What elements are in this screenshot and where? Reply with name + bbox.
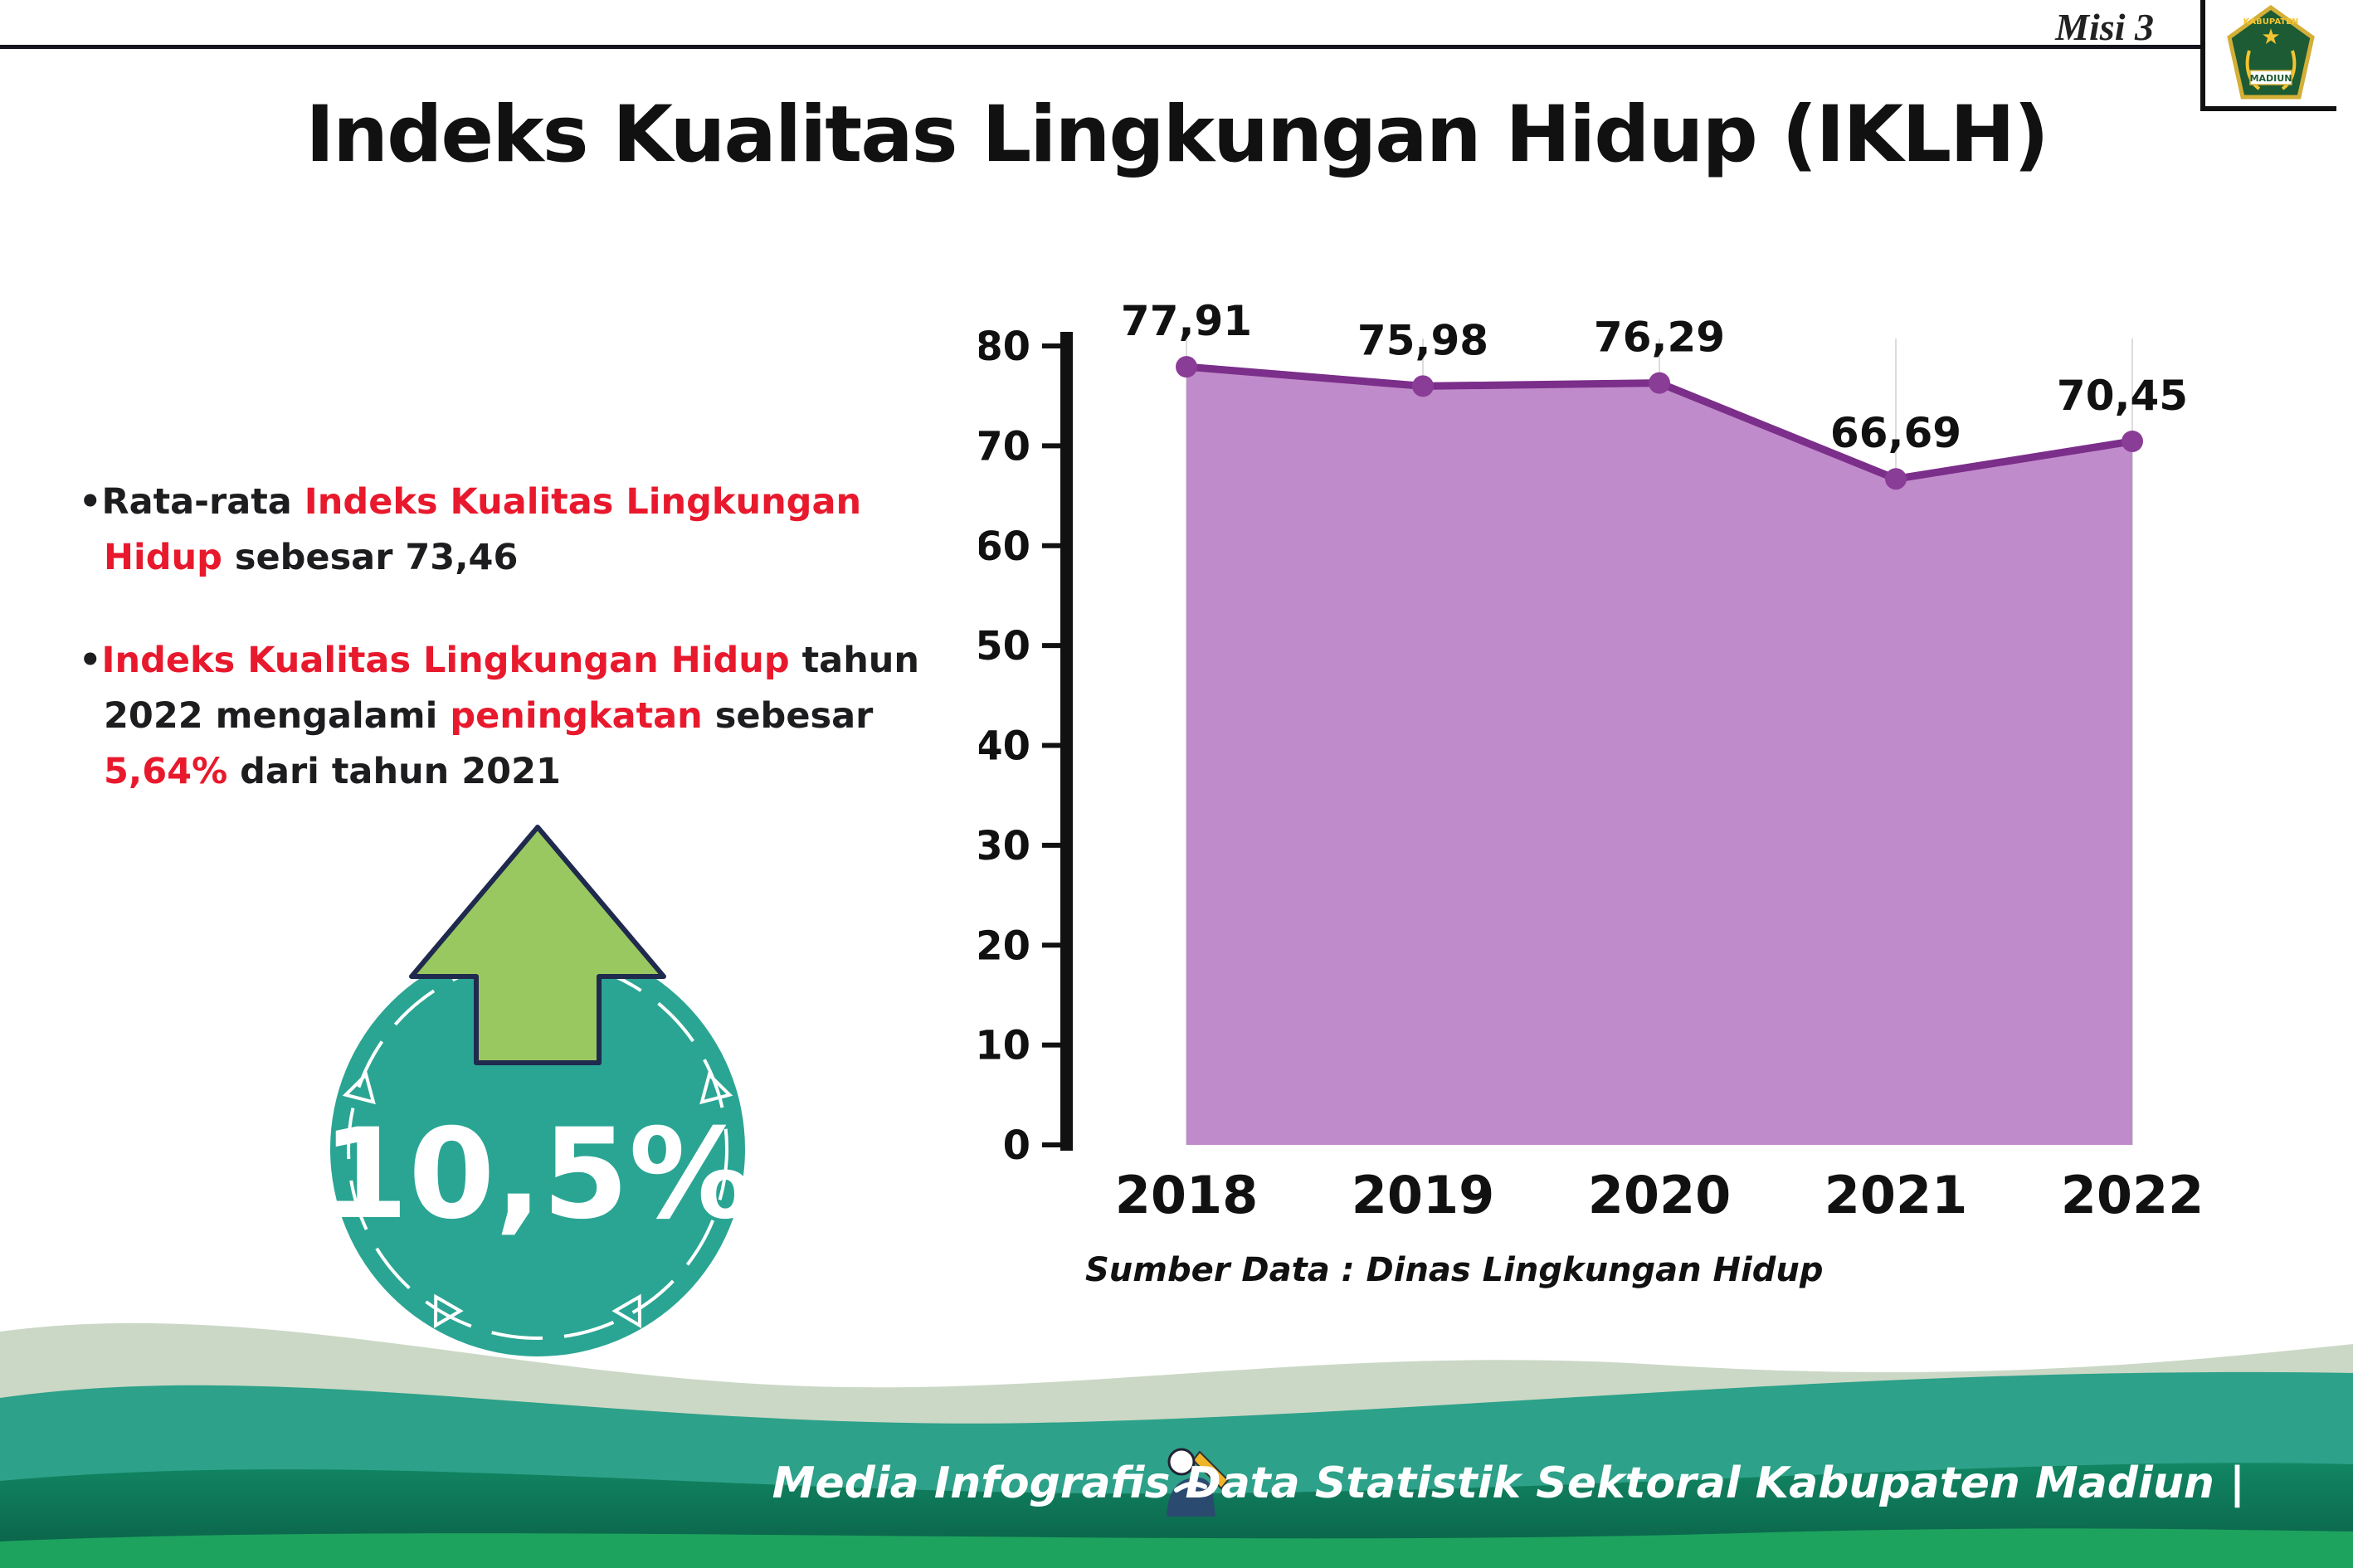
text-segment: sebesar bbox=[702, 694, 874, 737]
logo-frame: KABUPATEN ★ MADIUN bbox=[2200, 0, 2336, 111]
bullet-average: •Rata-rata Indeks Kualitas Lingkungan Hi… bbox=[79, 475, 967, 585]
svg-text:2019: 2019 bbox=[1352, 1165, 1495, 1225]
iklh-chart-svg: 0 10 20 30 40 50 60 70 80 77,91 75,98 76,29 66,69 70,… bbox=[979, 297, 2204, 1225]
text-segment-highlight: peningkatan bbox=[450, 694, 703, 737]
misi-label: Misi 3 bbox=[2055, 6, 2154, 48]
svg-text:2022: 2022 bbox=[2061, 1165, 2204, 1225]
svg-text:70,45: 70,45 bbox=[2057, 372, 2188, 420]
key-points: •Rata-rata Indeks Kualitas Lingkungan Hi… bbox=[79, 475, 967, 847]
badge-tick-triangles bbox=[342, 1071, 733, 1329]
text-segment-highlight: Indeks Kualitas Lingkungan Hidup bbox=[101, 640, 790, 682]
increase-badge: 10,5% bbox=[324, 817, 755, 1369]
footer-credit: Media Infografis Data Statistik Sektoral… bbox=[772, 1458, 2245, 1508]
svg-text:76,29: 76,29 bbox=[1594, 314, 1725, 362]
text-segment-highlight: Indeks Kualitas Lingkungan Hidup bbox=[104, 481, 862, 578]
badge-circle bbox=[330, 942, 745, 1356]
svg-text:50: 50 bbox=[979, 623, 1030, 670]
svg-text:2020: 2020 bbox=[1588, 1165, 1732, 1225]
svg-text:10: 10 bbox=[979, 1023, 1030, 1069]
bullet-marker: • bbox=[79, 481, 102, 523]
text-segment: sebesar 73,46 bbox=[222, 536, 519, 578]
source-note: Sumber Data : Dinas Lingkungan Hidup bbox=[1085, 1251, 1824, 1289]
page-title: Indeks Kualitas Lingkungan Hidup (IKLH) bbox=[305, 90, 2049, 180]
logo-name-text: MADIUN bbox=[2250, 73, 2292, 84]
bullet-increase: •Indeks Kualitas Lingkungan Hidup tahun … bbox=[79, 633, 967, 799]
text-segment-highlight: 5,64% bbox=[104, 750, 228, 792]
svg-text:40: 40 bbox=[979, 723, 1030, 770]
text-segment: Rata-rata bbox=[101, 481, 304, 523]
svg-text:2018: 2018 bbox=[1115, 1165, 1259, 1225]
svg-text:75,98: 75,98 bbox=[1357, 316, 1488, 364]
iklh-chart: 0 10 20 30 40 50 60 70 80 77,91 75,98 76,29 66,69 70,… bbox=[979, 290, 2273, 1253]
kabupaten-madiun-logo: KABUPATEN ★ MADIUN bbox=[2227, 4, 2315, 100]
logo-region-text: KABUPATEN bbox=[2243, 17, 2299, 27]
svg-text:70: 70 bbox=[979, 423, 1030, 470]
svg-text:80: 80 bbox=[979, 324, 1030, 370]
svg-text:77,91: 77,91 bbox=[1121, 297, 1252, 345]
text-segment: tahun 2022 mengalami bbox=[104, 640, 920, 737]
svg-text:2021: 2021 bbox=[1824, 1165, 1968, 1225]
svg-text:66,69: 66,69 bbox=[1830, 409, 1961, 457]
logo-star-icon: ★ bbox=[2261, 25, 2280, 50]
svg-text:60: 60 bbox=[979, 523, 1030, 570]
svg-text:30: 30 bbox=[979, 823, 1030, 869]
badge-value: 10,5% bbox=[324, 1103, 753, 1247]
mascot-icon bbox=[1152, 1437, 1235, 1520]
text-segment: dari tahun 2021 bbox=[227, 750, 561, 792]
bullet-marker: • bbox=[79, 640, 102, 682]
footer-waves bbox=[0, 1322, 2353, 1568]
header-divider bbox=[0, 45, 2200, 49]
svg-text:20: 20 bbox=[979, 923, 1030, 969]
up-arrow-icon bbox=[409, 825, 666, 1065]
svg-text:0: 0 bbox=[1003, 1122, 1030, 1169]
